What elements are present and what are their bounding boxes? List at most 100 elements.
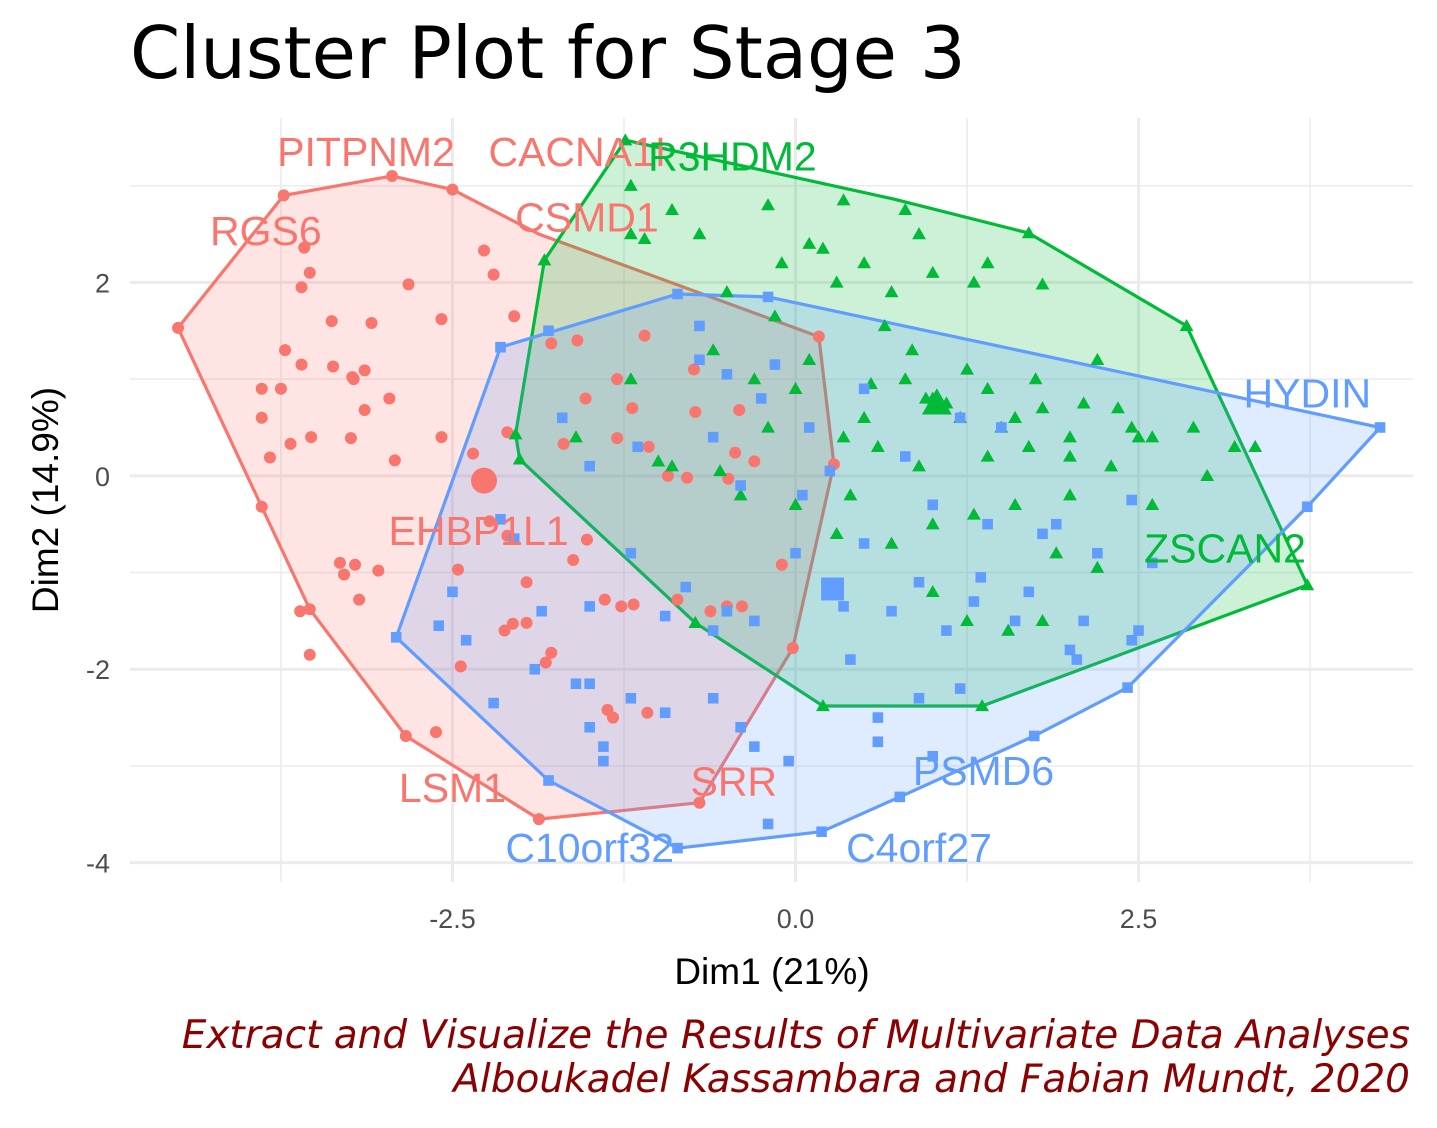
cluster-2-point [618, 133, 633, 146]
cluster-1-point [571, 334, 584, 347]
cluster-3-point [954, 412, 966, 424]
point-label: EHBP1L1 [389, 508, 569, 554]
cluster-1-point [303, 266, 316, 279]
caption-line-2: Alboukadel Kassambara and Fabian Mundt, … [450, 1057, 1410, 1102]
cluster-3-point [570, 678, 582, 690]
cluster-2-point [1145, 430, 1160, 443]
cluster-2-point [1049, 546, 1064, 559]
cluster-2-point [884, 536, 899, 549]
cluster-1-point [172, 321, 185, 334]
point-label: HYDIN [1244, 371, 1372, 417]
cluster-1-point [358, 364, 371, 377]
cluster-3-point [1302, 501, 1313, 513]
cluster-2-point [569, 430, 583, 443]
cluster-3-point [1126, 494, 1137, 506]
cluster-2-point [623, 227, 638, 240]
cluster-2-point [898, 372, 913, 385]
cluster-1-point [478, 244, 491, 257]
cluster-1-point [277, 189, 290, 202]
cluster-2-point [960, 613, 974, 627]
cluster-3-point [872, 712, 884, 723]
cluster-3-point [598, 741, 609, 752]
cluster-3-point [816, 826, 827, 837]
cluster-1-point [327, 360, 340, 373]
cluster-2-point [980, 449, 995, 462]
cluster-2-point [925, 517, 940, 530]
cluster-3-point [1023, 586, 1035, 598]
cluster-1-point [501, 426, 514, 439]
cluster-1-point [305, 431, 318, 444]
cluster-1-point [303, 648, 316, 661]
cluster-2-point [1035, 613, 1050, 627]
cluster-3-point [584, 601, 595, 612]
point-label: R3HDM2 [648, 134, 817, 180]
cluster-2-point [870, 439, 885, 452]
cluster-3-point [1374, 422, 1386, 433]
cluster-1-point [338, 568, 351, 581]
cluster-2-point [537, 253, 552, 266]
cluster-1-point [681, 471, 694, 484]
x-tick-label: 0.0 [777, 904, 815, 934]
cluster-3-point [735, 721, 746, 733]
cluster-2-point [816, 241, 830, 254]
cluster-2-point [774, 256, 789, 269]
cluster-3-point [872, 736, 884, 748]
cluster-2-point [1063, 430, 1077, 443]
cluster-2-point [905, 343, 920, 356]
cluster-3-point [1126, 634, 1137, 646]
cluster-2-point [980, 256, 995, 269]
cluster-1-point [383, 392, 396, 405]
cluster-3-point [1078, 615, 1089, 627]
cluster-3-point [803, 422, 815, 433]
cluster-3-point [1028, 730, 1040, 742]
cluster-3-point [762, 818, 774, 830]
cluster-3-point [707, 692, 719, 704]
cluster-3-point [584, 460, 595, 472]
cluster-2-point [1227, 439, 1242, 452]
cluster-2-point [966, 275, 981, 288]
cluster-3-point [954, 683, 966, 694]
cluster-2-point [1111, 401, 1125, 414]
cluster-2-point [857, 410, 872, 423]
cluster-2-point [816, 699, 830, 712]
x-axis-title: Dim1 (21%) [674, 951, 869, 992]
cluster-1-point [365, 317, 378, 330]
cluster-1-point [693, 796, 706, 809]
cluster-1-point [580, 533, 593, 546]
cluster-2-point [665, 459, 679, 472]
cluster-2-point [1179, 319, 1194, 332]
point-labels: PITPNM2 CACNA1I RGS6 CSMD1 EHBP1L1 LSM1 SRR R3H… [210, 129, 1371, 871]
cluster-2-point [1145, 497, 1160, 511]
cluster-2-point [925, 265, 940, 278]
cluster-1-point [454, 660, 467, 673]
cluster-1-point [626, 402, 639, 415]
cluster-3-point [707, 625, 719, 636]
cluster-2-point [788, 381, 803, 394]
point-label: CACNA1I [488, 129, 666, 175]
cluster-1-point [567, 553, 580, 566]
cluster-2-point [802, 236, 817, 249]
cluster-3-point [543, 775, 554, 786]
cluster-1-point [386, 170, 399, 183]
cluster-2-point [1104, 459, 1119, 472]
cluster-3-point [790, 547, 801, 559]
cluster-1-point [786, 641, 799, 654]
cluster-1-point [388, 454, 401, 467]
cluster-3-point [584, 721, 595, 733]
cluster-1-point [349, 558, 362, 571]
cluster-2-point [980, 381, 995, 394]
cluster-3-point [894, 791, 906, 803]
cluster-1-point [294, 605, 307, 618]
cluster-2-point [637, 231, 652, 245]
cluster-3-point [1147, 557, 1158, 569]
cluster-1-point [346, 371, 359, 384]
cluster-3-point [1009, 615, 1021, 627]
cluster-1-point [615, 600, 628, 613]
cluster-2-point [975, 699, 990, 712]
point-label: LSM1 [399, 765, 506, 811]
cluster-1-point [545, 646, 558, 659]
cluster-1-point [520, 616, 533, 629]
cluster-1-point [255, 500, 268, 513]
cluster-1-point [483, 515, 496, 528]
caption-line-1: Extract and Visualize the Results of Mul… [182, 1013, 1410, 1058]
